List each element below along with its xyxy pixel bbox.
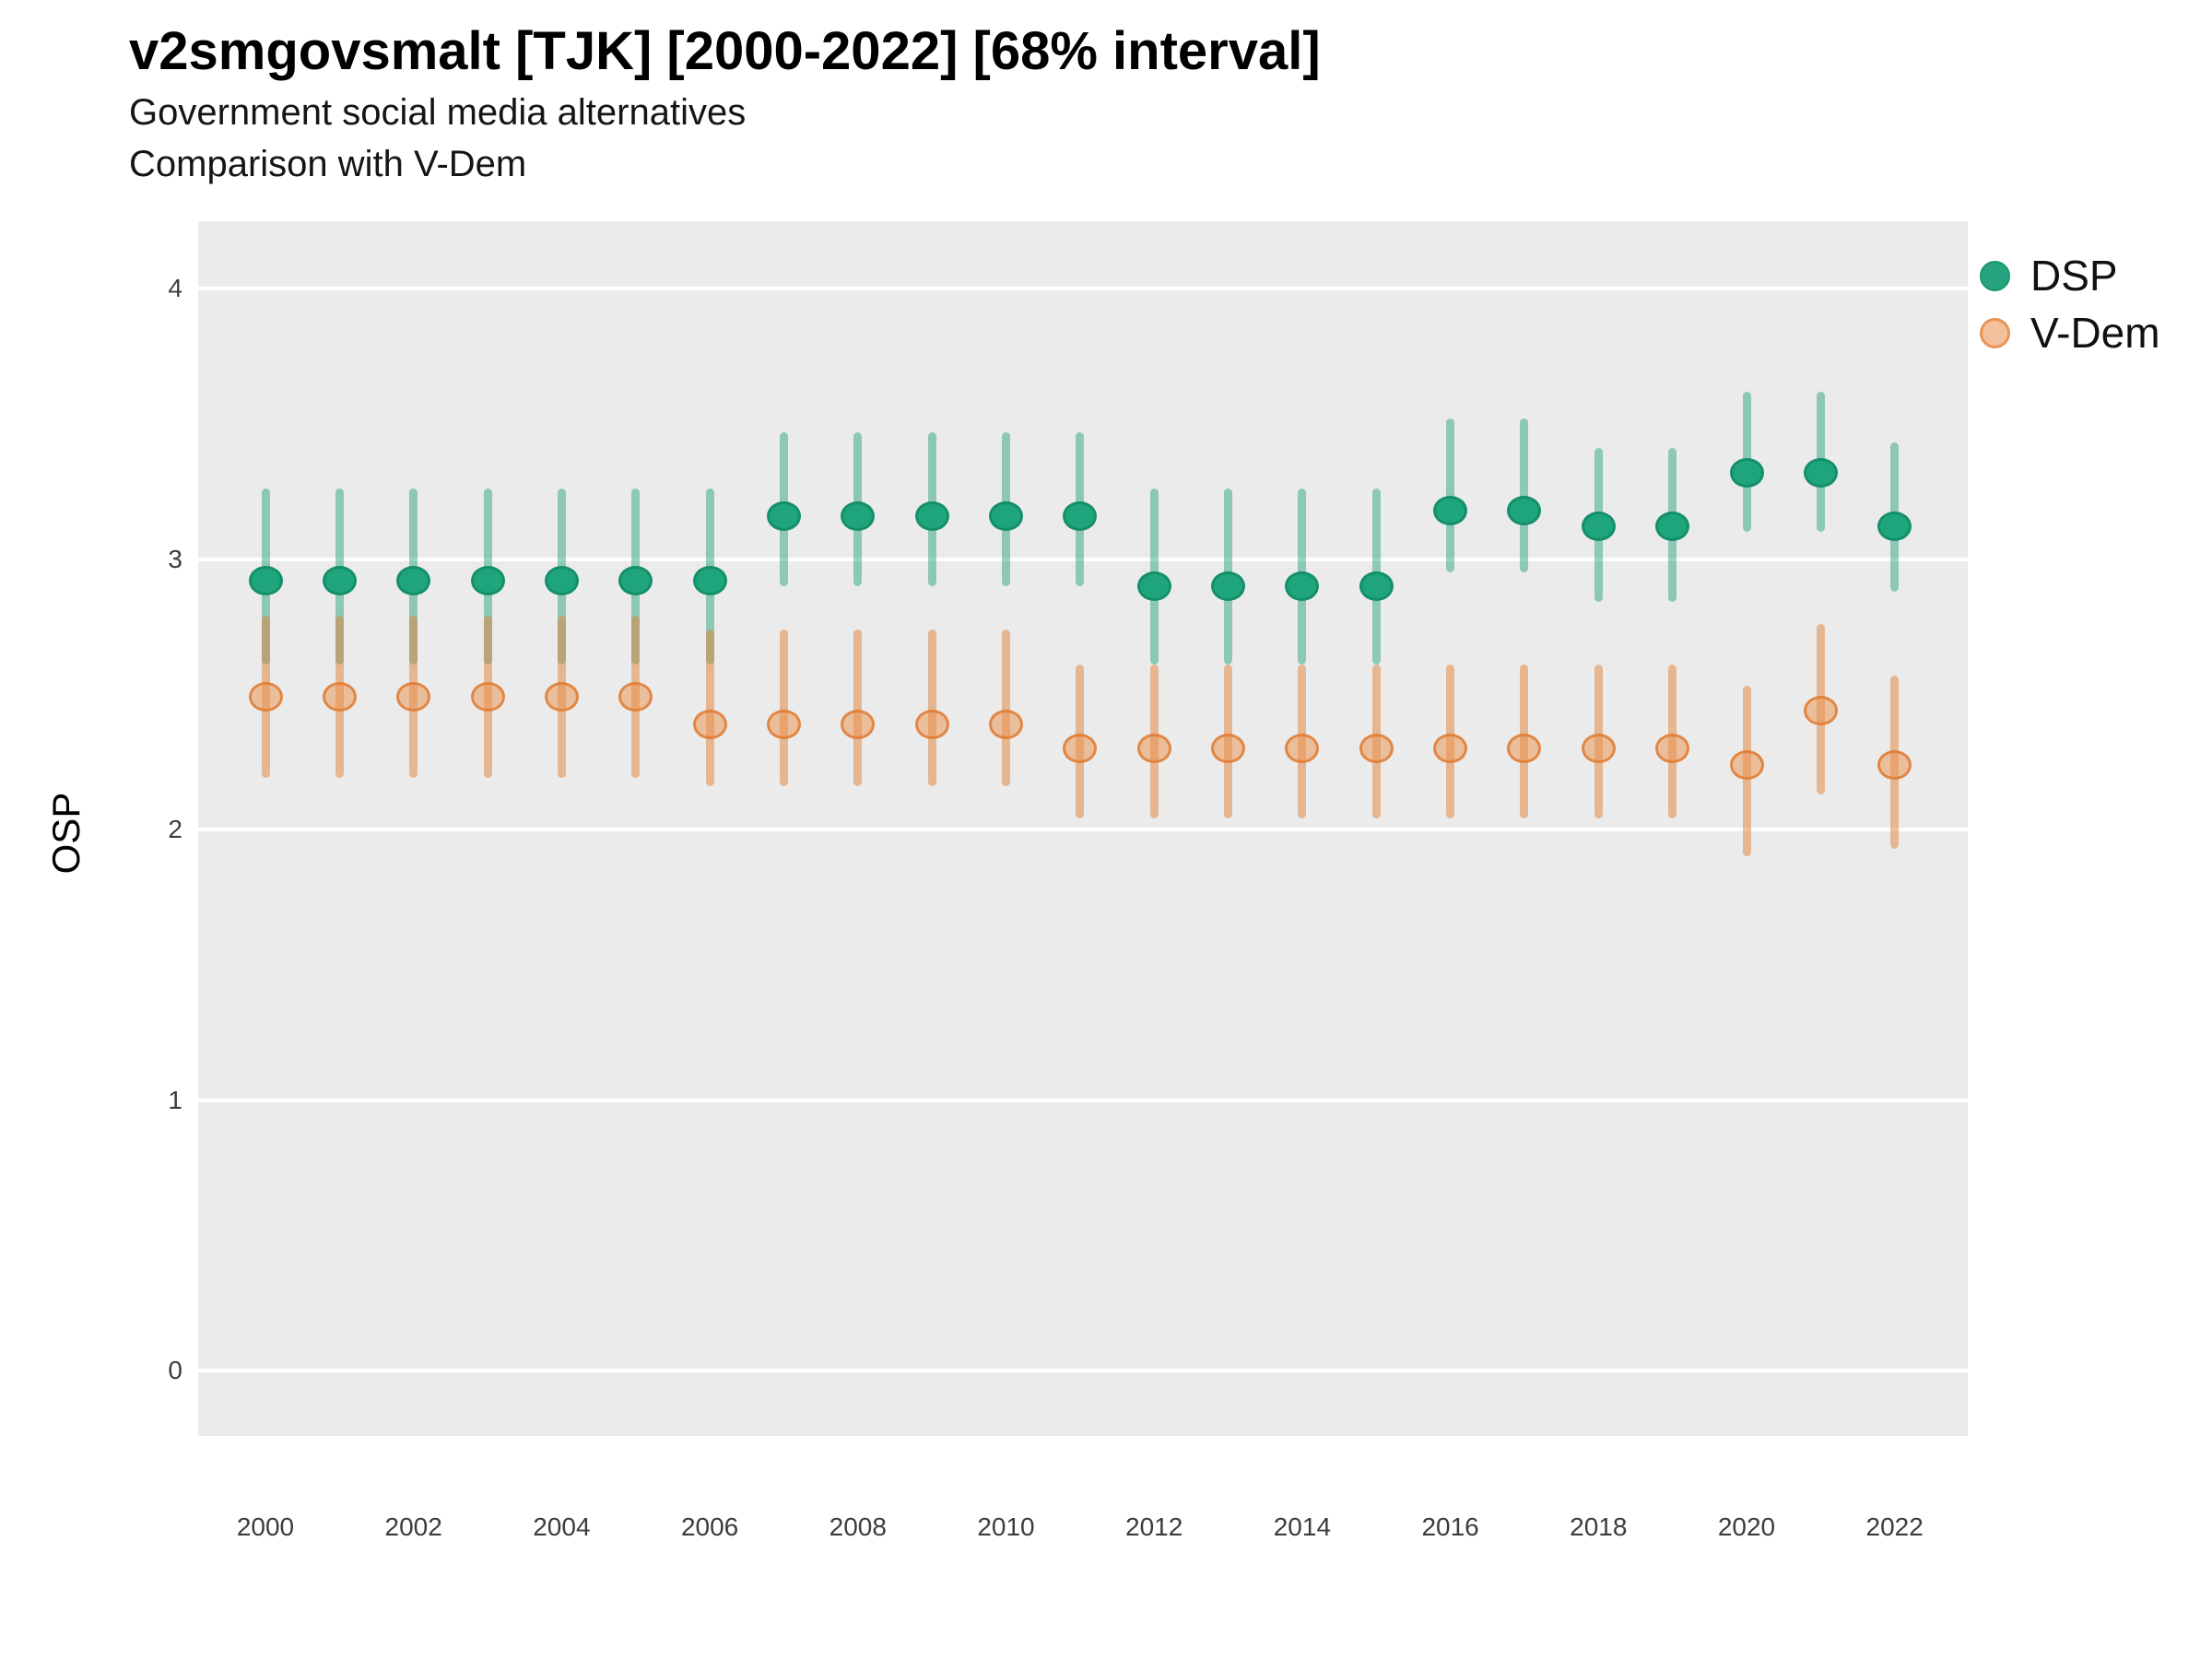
x-tick-label: 2002 [384, 1512, 442, 1541]
chart-title: v2smgovsmalt [TJK] [2000-2022] [68% inte… [129, 21, 1321, 81]
vdem-point [1211, 733, 1246, 763]
chart-subtitle-line2: Comparison with V-Dem [129, 144, 527, 184]
dsp-point [1063, 500, 1098, 531]
dsp-point [1359, 571, 1394, 601]
dsp-point [1729, 457, 1764, 488]
vdem-point [1433, 733, 1468, 763]
dsp-point [1507, 495, 1542, 525]
dsp-point [1211, 571, 1246, 601]
vdem-legend-label: V-Dem [2030, 309, 2160, 357]
legend: DSP V-Dem [1980, 252, 2160, 369]
vdem-point [1581, 733, 1616, 763]
dsp-point [1877, 512, 1912, 542]
dsp-point [989, 500, 1023, 531]
y-tick-label: 2 [168, 815, 182, 843]
vdem-point [1285, 733, 1320, 763]
vdem-point [1655, 733, 1690, 763]
gridline-y-2 [198, 828, 1968, 831]
vdem-point [1063, 733, 1098, 763]
dsp-point [322, 565, 357, 595]
gridline-y-4 [198, 287, 1968, 290]
gridline-y-3 [198, 557, 1968, 561]
x-tick-label: 2012 [1125, 1512, 1183, 1541]
dsp-legend-swatch-icon [1980, 260, 2010, 291]
vdem-point [544, 682, 579, 712]
legend-item-dsp: DSP [1980, 252, 2160, 300]
x-tick-label: 2020 [1717, 1512, 1776, 1541]
dsp-interval-bar [1446, 418, 1455, 573]
vdem-interval-bar [1002, 629, 1010, 787]
vdem-interval-bar [927, 629, 936, 787]
chart-subtitle-line1: Government social media alternatives [129, 92, 747, 133]
gridline-y-0 [198, 1369, 1968, 1372]
y-tick-label: 4 [168, 274, 182, 302]
vdem-point [1803, 695, 1838, 725]
y-axis-title: OSP [44, 792, 88, 875]
plot-panel [198, 221, 1968, 1436]
dsp-legend-label: DSP [2030, 252, 2118, 300]
dsp-point [841, 500, 876, 531]
x-tick-label: 2008 [829, 1512, 887, 1541]
vdem-point [1729, 749, 1764, 780]
vdem-interval-bar [779, 629, 788, 787]
vdem-point [1507, 733, 1542, 763]
vdem-point [989, 709, 1023, 739]
vdem-interval-bar [705, 629, 714, 787]
vdem-point [470, 682, 505, 712]
vdem-point [1877, 749, 1912, 780]
vdem-point [914, 709, 949, 739]
gridline-y-1 [198, 1098, 1968, 1102]
vdem-point [1136, 733, 1171, 763]
dsp-point [692, 565, 727, 595]
dsp-point [1136, 571, 1171, 601]
x-tick-label: 2022 [1865, 1512, 1924, 1541]
y-tick-label: 0 [168, 1356, 182, 1384]
dsp-point [470, 565, 505, 595]
vdem-point [1359, 733, 1394, 763]
dsp-point [248, 565, 283, 595]
dsp-point [618, 565, 653, 595]
dsp-point [396, 565, 431, 595]
dsp-point [1581, 512, 1616, 542]
vdem-point [692, 709, 727, 739]
x-tick-label: 2016 [1421, 1512, 1479, 1541]
dsp-point [544, 565, 579, 595]
x-tick-label: 2014 [1273, 1512, 1332, 1541]
vdem-interval-bar [853, 629, 863, 787]
dsp-point [1285, 571, 1320, 601]
dsp-point [766, 500, 801, 531]
vdem-point [322, 682, 357, 712]
vdem-legend-swatch-icon [1980, 317, 2010, 348]
x-tick-label: 2006 [680, 1512, 739, 1541]
vdem-point [766, 709, 801, 739]
vdem-point [618, 682, 653, 712]
dsp-point [1803, 457, 1838, 488]
vdem-point [248, 682, 283, 712]
dsp-point [1433, 495, 1468, 525]
legend-item-vdem: V-Dem [1980, 309, 2160, 357]
dsp-point [1655, 512, 1690, 542]
dsp-point [914, 500, 949, 531]
x-tick-label: 2000 [236, 1512, 295, 1541]
vdem-point [841, 709, 876, 739]
y-tick-label: 1 [168, 1085, 182, 1114]
vdem-point [396, 682, 431, 712]
x-tick-label: 2018 [1570, 1512, 1628, 1541]
y-tick-label: 3 [168, 544, 182, 573]
x-tick-label: 2010 [977, 1512, 1035, 1541]
dsp-interval-bar [1520, 418, 1529, 573]
x-tick-label: 2004 [533, 1512, 591, 1541]
